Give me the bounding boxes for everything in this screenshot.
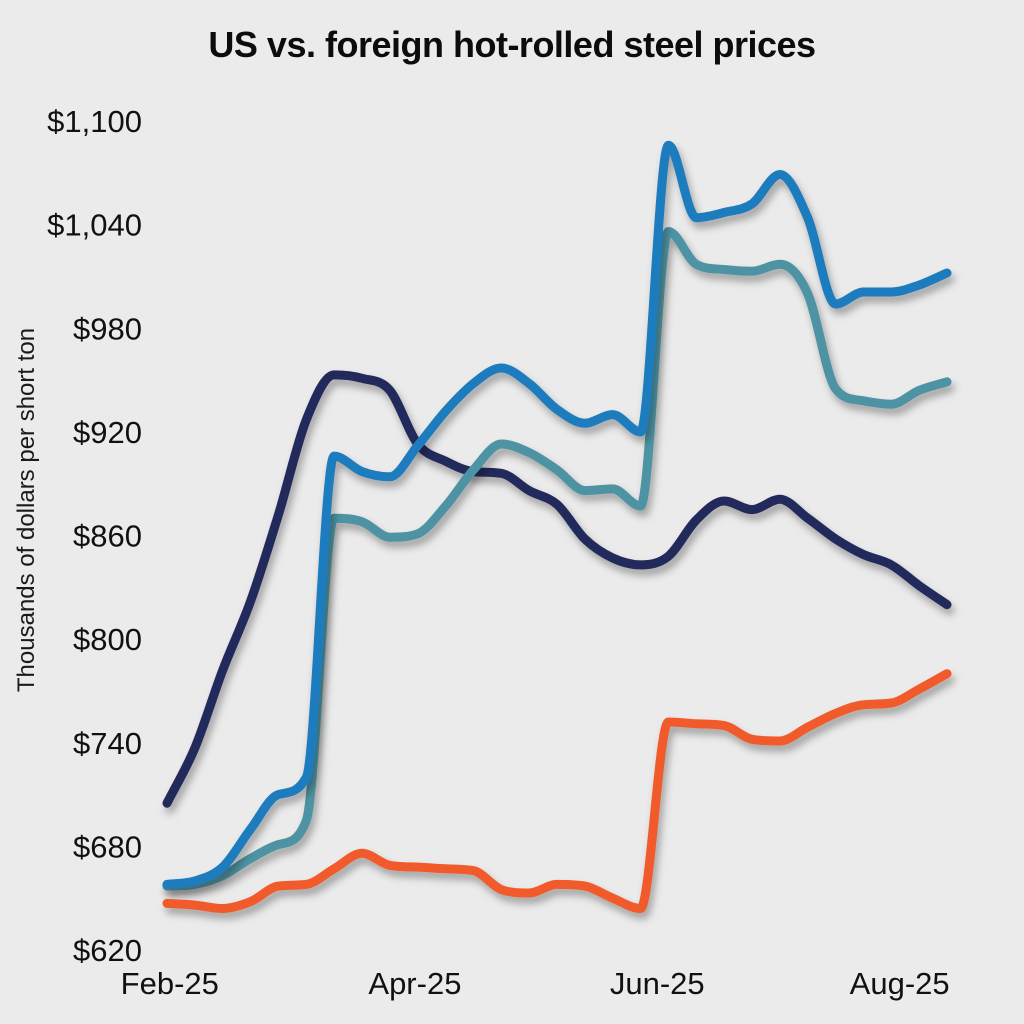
y-tick-label: $800 [73,622,142,657]
x-tick-label: Feb-25 [121,966,219,1001]
series-blue-line [162,140,952,889]
y-tick-label: $1,040 [47,208,142,243]
series-teal-line [162,227,952,891]
y-tick-label: $680 [73,829,142,864]
x-tick-label: Jun-25 [610,966,705,1001]
chart-title: US vs. foreign hot-rolled steel prices [208,24,816,65]
y-tick-label: $860 [73,519,142,554]
series-layer [162,140,952,913]
x-axis-tick-labels: Feb-25 Apr-25 Jun-25 Aug-25 [121,966,950,1001]
y-axis-tick-labels: $620 $680 $740 $800 $860 $920 $980 $1,040 $1,100 [47,104,142,968]
x-tick-label: Aug-25 [850,966,950,1001]
y-tick-label: $620 [73,933,142,968]
y-tick-label: $1,100 [47,104,142,139]
series-navy-line [162,370,952,808]
y-tick-label: $980 [73,311,142,346]
y-tick-label: $920 [73,415,142,450]
y-tick-label: $740 [73,726,142,761]
series-orange-line [162,669,952,913]
x-tick-label: Apr-25 [368,966,461,1001]
